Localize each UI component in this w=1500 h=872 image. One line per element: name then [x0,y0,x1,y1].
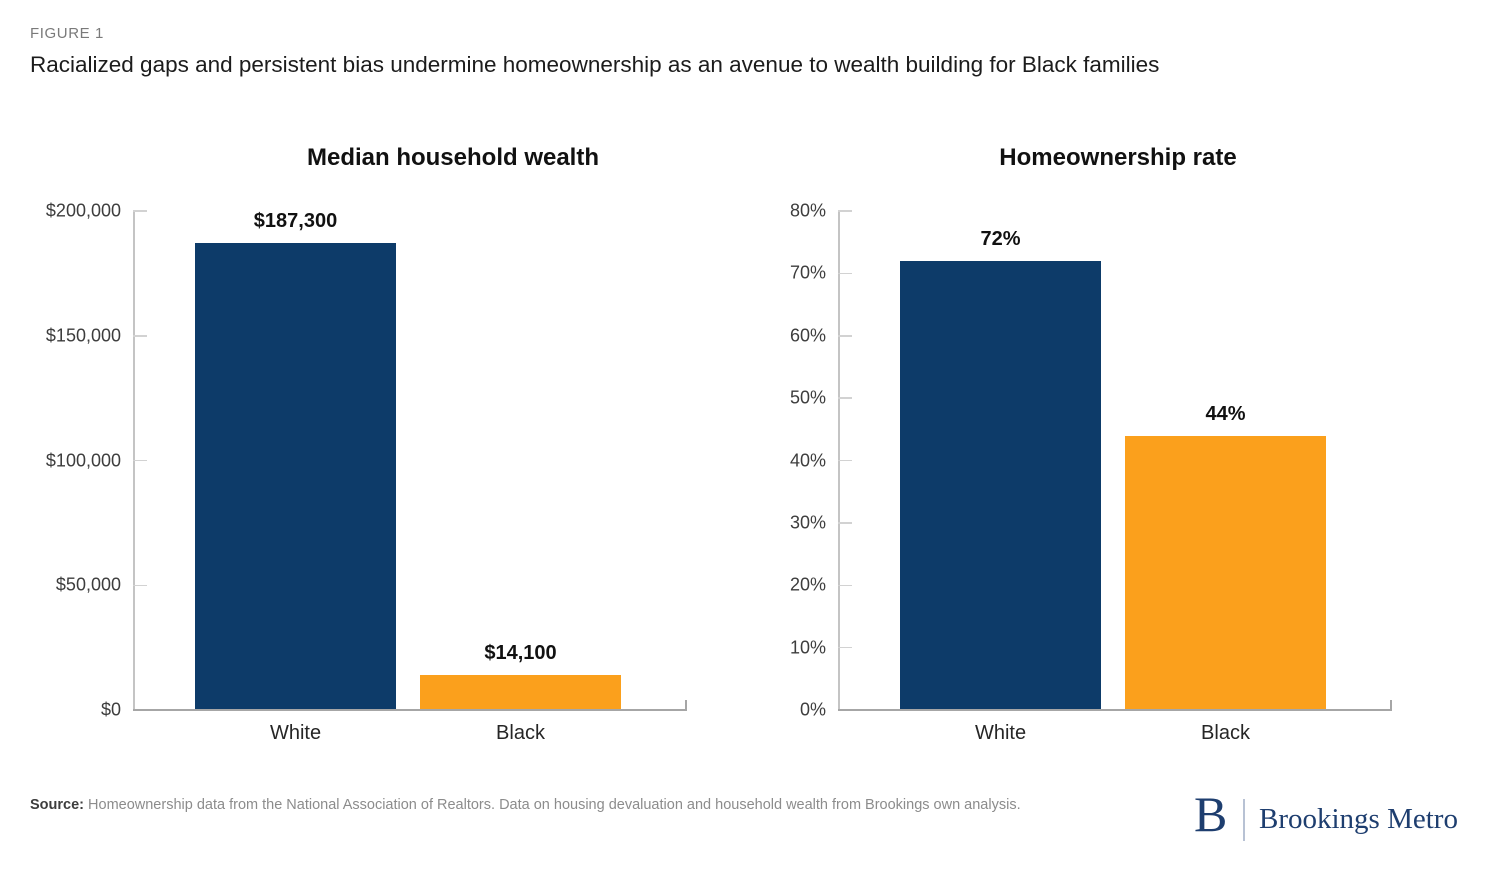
y-axis-tick-label: 10% [789,637,826,658]
y-axis-tick-label: 0% [799,699,826,720]
y-axis-tick-label: 60% [789,325,826,346]
y-axis-tick [133,335,147,337]
bar-value-label: $14,100 [484,641,557,664]
y-axis-tick [133,459,147,462]
bar-black [1125,435,1326,709]
logo-divider [1243,799,1245,841]
chart-title: Median household wealth [306,144,600,171]
x-axis-line [838,709,1392,711]
y-axis-tick-label: 30% [789,512,826,533]
y-axis-tick-label: $0 [100,699,121,720]
brookings-b-logo-icon: B [1194,786,1228,842]
figure-label: FIGURE 1 [30,25,104,42]
y-axis-tick-label: 40% [789,450,826,470]
y-axis-tick-label: $100,000 [45,450,121,470]
source-note: Source: Homeownership data from the Nati… [30,797,1150,813]
x-axis-category-label: White [974,722,1027,744]
y-axis-tick-label: 50% [789,387,826,408]
figure-title: Racialized gaps and persistent bias unde… [30,52,1160,77]
source-text: Homeownership data from the National Ass… [88,797,1021,813]
x-axis-line [133,709,687,711]
bar-value-label: 72% [980,227,1021,250]
y-axis-tick-label: 20% [789,574,826,595]
bar-black [420,674,621,709]
bar-value-label: $187,300 [253,209,338,232]
y-axis-tick-label: $150,000 [45,325,121,346]
source-label: Source: [30,797,84,813]
bar-white [195,242,396,709]
y-axis-tick [133,584,147,586]
bar-value-label: 44% [1205,402,1246,425]
y-axis-tick [838,522,852,524]
x-axis-category-label: White [269,722,322,744]
bar-white [900,260,1101,709]
y-axis-tick-label: 70% [789,262,826,283]
y-axis-tick-label: 80% [789,200,826,221]
y-axis-tick [838,272,852,275]
y-axis-tick [838,397,852,399]
y-axis-tick [838,584,852,586]
y-axis-tick [838,459,852,462]
y-axis-tick [838,210,852,212]
y-axis-tick [838,335,852,337]
y-axis-tick-label: $50,000 [55,574,121,595]
x-axis-category-label: Black [496,722,545,744]
y-axis-tick-label: $200,000 [45,200,121,221]
x-axis-end-tick [1390,700,1392,710]
x-axis-end-tick [685,700,687,710]
y-axis-tick [838,646,852,649]
x-axis-category-label: Black [1201,722,1250,744]
y-axis-tick [133,210,147,212]
logo-wordmark: Brookings Metro [1259,803,1458,835]
chart-title: Homeownership rate [999,144,1237,171]
